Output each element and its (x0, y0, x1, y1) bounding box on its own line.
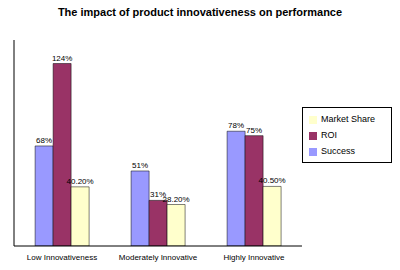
svg-text:40.20%: 40.20% (67, 177, 94, 186)
svg-text:Highly Innovative: Highly Innovative (224, 253, 285, 262)
svg-text:40.50%: 40.50% (259, 176, 286, 185)
html-text:The impact of product innovati: The impact of product innovativeness on … (57, 6, 343, 18)
svg-text:Low Innovativeness: Low Innovativeness (27, 253, 97, 262)
html-text:Market Share: Market Share (321, 114, 375, 124)
svg-text:124%: 124% (52, 54, 72, 63)
html-text:Success: Success (321, 146, 355, 156)
svg-text:Moderately Innovative: Moderately Innovative (119, 253, 198, 262)
svg-text:75%: 75% (246, 126, 262, 135)
svg-text:51%: 51% (132, 161, 148, 170)
html-text:ROI: ROI (321, 130, 337, 140)
svg-text:28.20%: 28.20% (163, 195, 190, 204)
svg-text:68%: 68% (36, 136, 52, 145)
svg-text:31%: 31% (150, 190, 167, 200)
svg-text:78%: 78% (228, 121, 244, 130)
